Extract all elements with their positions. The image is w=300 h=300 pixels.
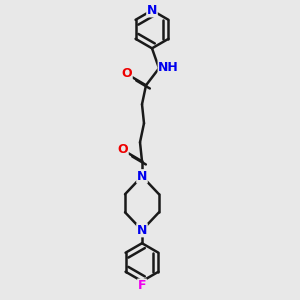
Text: NH: NH bbox=[158, 61, 179, 74]
Text: N: N bbox=[147, 4, 157, 17]
Text: F: F bbox=[138, 279, 146, 292]
Text: O: O bbox=[118, 143, 128, 156]
Text: N: N bbox=[137, 224, 147, 237]
Text: N: N bbox=[137, 170, 147, 183]
Text: O: O bbox=[122, 67, 132, 80]
